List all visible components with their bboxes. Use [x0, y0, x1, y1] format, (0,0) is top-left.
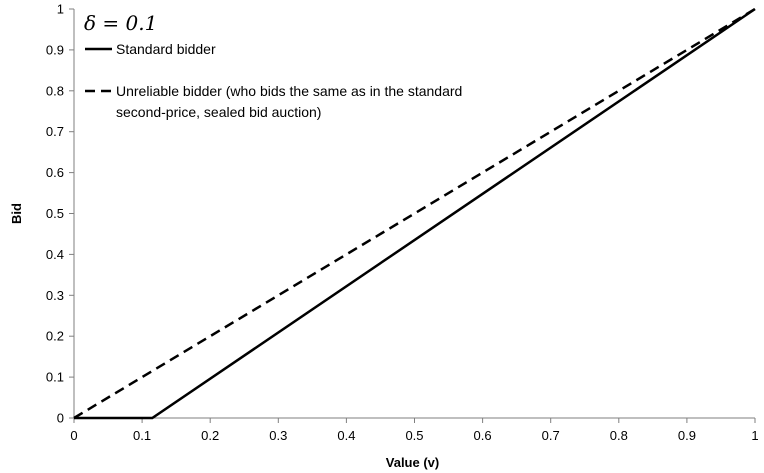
legend-label: second-price, sealed bid auction): [116, 104, 321, 120]
x-tick-label: 0.7: [542, 428, 560, 443]
x-axis-title: Value (v): [386, 455, 439, 470]
x-tick-label: 0.9: [678, 428, 696, 443]
x-tick-label: 0.1: [133, 428, 151, 443]
x-tick-label: 0.8: [610, 428, 628, 443]
x-tick-label: 0.6: [474, 428, 492, 443]
x-tick-label: 0: [70, 428, 77, 443]
y-tick-label: 0.2: [46, 329, 64, 344]
series-unreliable-bidder: [73, 7, 756, 420]
y-tick-label: 0.4: [46, 247, 64, 262]
y-tick-label: 0.5: [46, 206, 64, 221]
y-tick-label: 0.3: [46, 288, 64, 303]
y-tick-label: 0.7: [46, 124, 64, 139]
x-tick-label: 0.2: [201, 428, 219, 443]
series-layer: [73, 7, 756, 420]
y-tick-label: 0.6: [46, 165, 64, 180]
delta-annotation: δ = 0.1: [84, 11, 157, 35]
y-tick-label: 0.1: [46, 370, 64, 385]
axes: 0 0.1 0.2 0.3 0.4 0.5 0.6 0.7 0.8 0.9 1 0 0.1 0.2 0.3 0…: [46, 2, 759, 444]
y-tick-label: 0.9: [46, 42, 64, 57]
y-tick-label: 1: [57, 2, 64, 17]
legend: Standard bidder Unreliable bidder (who bi…: [85, 41, 462, 120]
legend-label: Unreliable bidder (who bids the same as …: [116, 83, 462, 99]
x-tick-label: 0.5: [405, 428, 423, 443]
series-standard-bidder: [74, 7, 756, 420]
y-axis-title: Bid: [9, 203, 24, 224]
x-tick-label: 0.4: [337, 428, 355, 443]
x-tick-label: 1: [751, 428, 758, 443]
legend-label: Standard bidder: [116, 41, 216, 57]
y-tick-label: 0: [57, 411, 64, 426]
y-tick-label: 0.8: [46, 83, 64, 98]
x-tick-label: 0.3: [269, 428, 287, 443]
